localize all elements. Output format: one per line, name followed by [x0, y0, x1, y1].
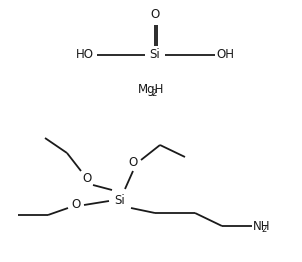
Text: O: O [150, 8, 160, 21]
Text: 2: 2 [151, 89, 157, 97]
Text: OH: OH [216, 48, 234, 62]
Text: MgH: MgH [138, 84, 164, 96]
Text: O: O [82, 172, 92, 184]
Text: Si: Si [149, 48, 160, 62]
Text: HO: HO [76, 48, 94, 62]
Text: 2: 2 [262, 225, 267, 233]
Text: O: O [71, 199, 81, 211]
Text: NH: NH [253, 220, 271, 232]
Text: Si: Si [115, 194, 125, 206]
Text: O: O [128, 156, 138, 170]
